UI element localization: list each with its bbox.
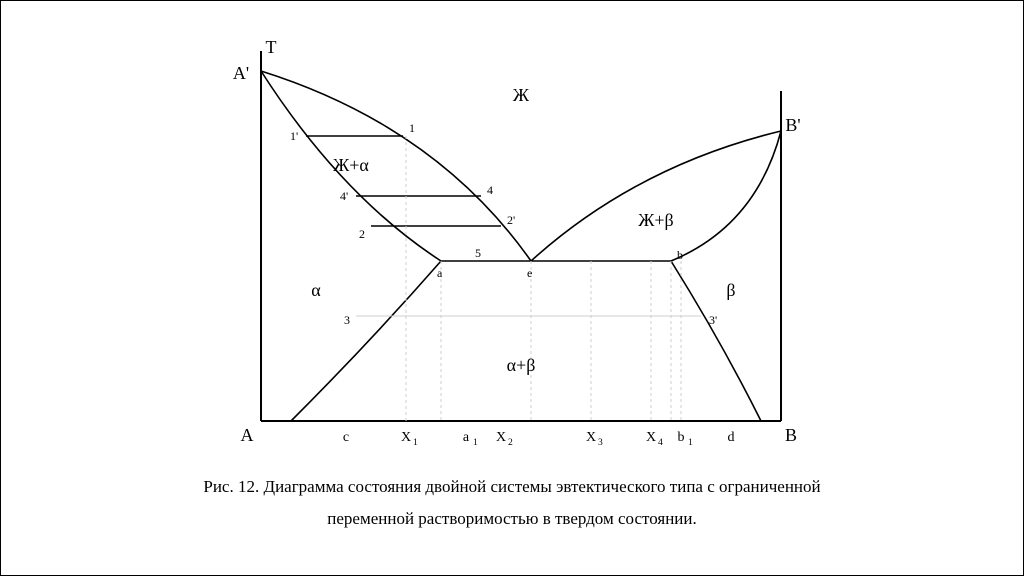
phase-diagram: cX1a1X2X3X4b1dТА'В'АВЖЖ+αЖ+βαβα+β11'44'2… <box>211 31 815 451</box>
svg-text:X: X <box>401 430 411 445</box>
svg-text:β: β <box>726 280 735 300</box>
svg-text:b: b <box>677 248 683 262</box>
svg-text:1: 1 <box>413 437 418 448</box>
svg-text:Ж+β: Ж+β <box>638 210 673 230</box>
svg-text:X: X <box>496 430 506 445</box>
svg-text:5: 5 <box>475 246 481 260</box>
svg-text:d: d <box>728 430 735 445</box>
svg-text:e: e <box>527 266 532 280</box>
svg-text:Ж: Ж <box>513 85 530 105</box>
svg-text:a: a <box>437 266 443 280</box>
svg-text:X: X <box>586 430 596 445</box>
svg-text:2': 2' <box>507 213 515 227</box>
svg-text:α: α <box>311 280 321 300</box>
svg-text:Т: Т <box>266 37 277 57</box>
svg-text:X: X <box>646 430 656 445</box>
caption-line-2: переменной растворимостью в твердом сост… <box>1 503 1023 535</box>
svg-text:А': А' <box>233 63 249 83</box>
phase-diagram-svg: cX1a1X2X3X4b1dТА'В'АВЖЖ+αЖ+βαβα+β11'44'2… <box>211 31 815 461</box>
svg-text:c: c <box>343 430 349 445</box>
caption-line-1: Рис. 12. Диаграмма состояния двойной сис… <box>203 477 820 496</box>
svg-text:1: 1 <box>473 437 478 448</box>
figure-caption: Рис. 12. Диаграмма состояния двойной сис… <box>1 471 1023 536</box>
svg-text:Ж+α: Ж+α <box>333 155 369 175</box>
svg-text:В': В' <box>785 115 800 135</box>
svg-text:1': 1' <box>290 129 298 143</box>
page: cX1a1X2X3X4b1dТА'В'АВЖЖ+αЖ+βαβα+β11'44'2… <box>0 0 1024 576</box>
svg-text:α+β: α+β <box>507 355 536 375</box>
svg-text:3': 3' <box>709 313 717 327</box>
svg-text:1: 1 <box>409 121 415 135</box>
svg-text:4: 4 <box>658 437 663 448</box>
svg-text:b: b <box>678 430 685 445</box>
svg-text:a: a <box>463 430 470 445</box>
svg-text:4: 4 <box>487 183 493 197</box>
svg-text:2: 2 <box>508 437 513 448</box>
svg-text:В: В <box>785 425 797 445</box>
svg-text:3: 3 <box>598 437 603 448</box>
svg-text:3: 3 <box>344 313 350 327</box>
svg-text:1: 1 <box>688 437 693 448</box>
svg-text:2: 2 <box>359 227 365 241</box>
svg-text:4': 4' <box>340 189 348 203</box>
svg-text:А: А <box>241 425 254 445</box>
